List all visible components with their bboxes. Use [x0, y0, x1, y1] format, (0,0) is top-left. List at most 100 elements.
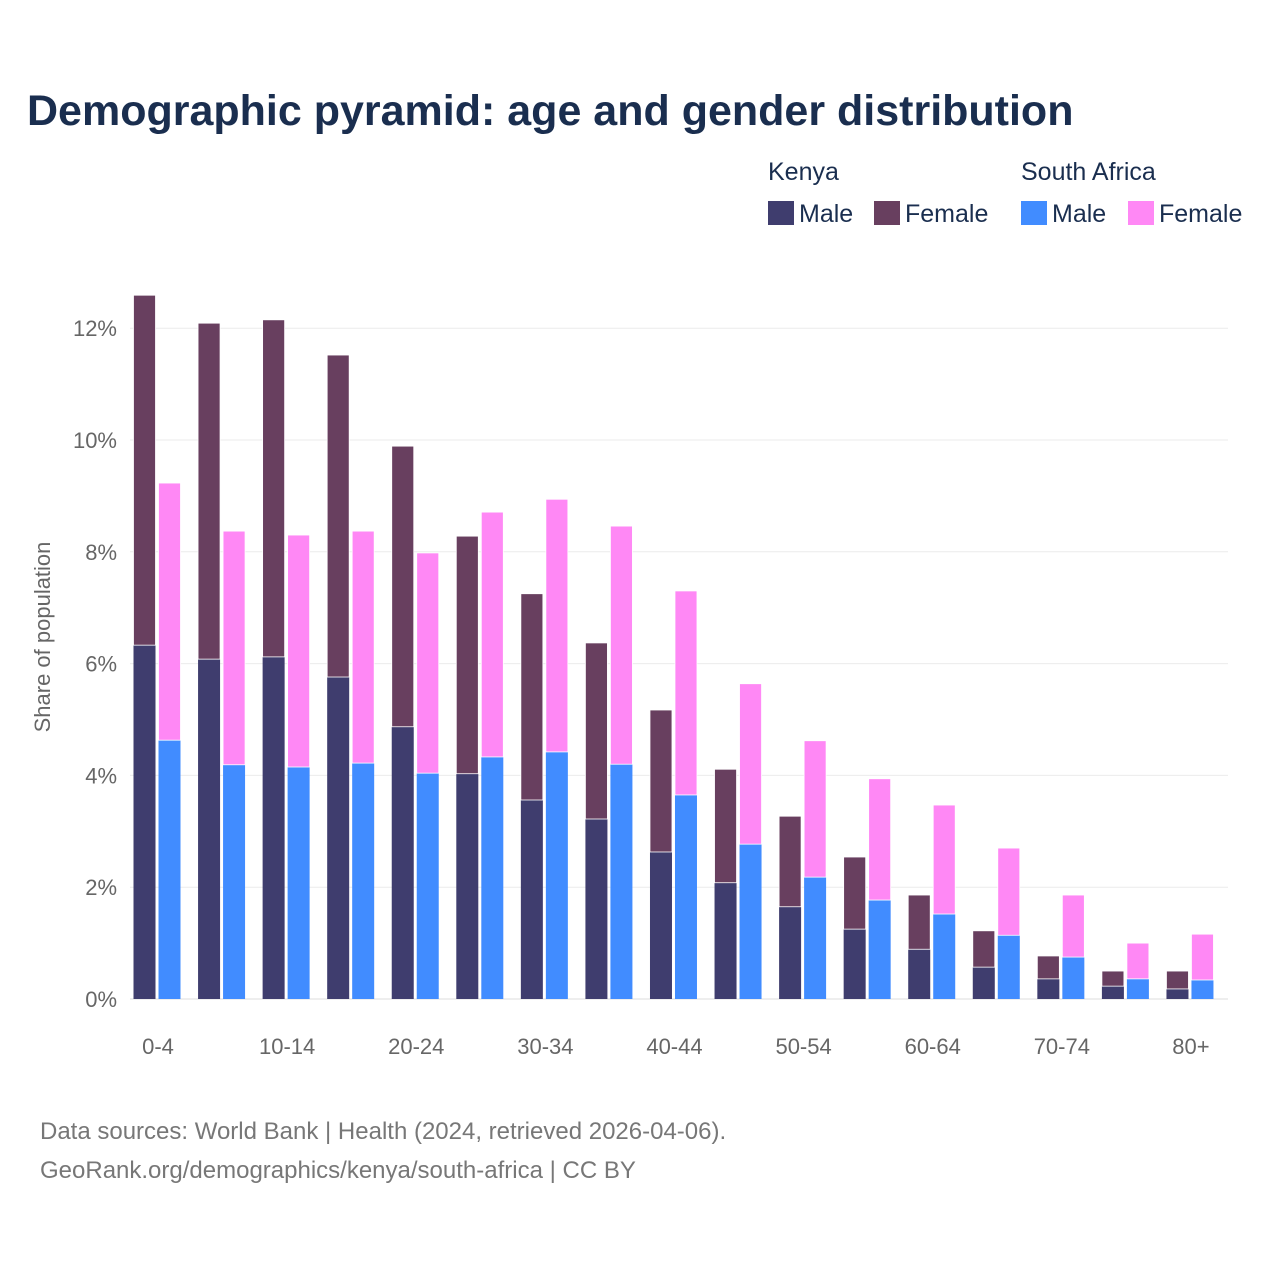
bar-south-africa-female-30-34 [545, 498, 569, 753]
x-tick-label: 50-54 [775, 1034, 831, 1059]
x-tick-label: 40-44 [646, 1034, 702, 1059]
bar-kenya-male-45-49 [714, 882, 737, 999]
bar-south-africa-male-55-59 [868, 900, 891, 999]
bar-kenya-male-65-69 [972, 967, 995, 999]
y-tick-label: 2% [85, 875, 117, 900]
bar-kenya-female-20-24 [391, 445, 415, 728]
legend-swatch-kenya-female [874, 201, 900, 225]
legend-group-kenya: Kenya [768, 158, 839, 186]
bar-kenya-female-40-44 [649, 709, 673, 853]
bar-kenya-female-60-64 [907, 894, 931, 950]
y-tick-label: 6% [85, 652, 117, 677]
bar-kenya-male-10-14 [262, 656, 285, 999]
legend-label-kenya-female: Female [905, 200, 988, 228]
bar-south-africa-male-10-14 [287, 767, 310, 999]
x-ticks: 0-4 10-14 20-24 30-34 40-44 50-54 60-64 70-74 80… [142, 1034, 1210, 1059]
bar-kenya-female-45-49 [714, 768, 737, 884]
chart-title: Demographic pyramid: age and gender dist… [27, 87, 1073, 135]
bar-south-africa-male-5-9 [223, 764, 246, 999]
bar-kenya-male-20-24 [391, 726, 414, 999]
bar-south-africa-female-65-69 [997, 847, 1021, 936]
bar-south-africa-female-25-29 [480, 511, 504, 758]
y-tick-label: 8% [85, 540, 117, 565]
bar-kenya-female-70-74 [1036, 955, 1060, 980]
y-tick-label: 4% [85, 763, 117, 788]
x-tick-label: 10-14 [259, 1034, 315, 1059]
bar-kenya-male-25-29 [456, 773, 479, 999]
bar-south-africa-male-65-69 [997, 935, 1020, 999]
y-axis-label: Share of population [30, 542, 55, 733]
bar-kenya-male-0-4 [133, 645, 156, 999]
bar-kenya-female-15-19 [326, 354, 350, 678]
legend-swatch-kenya-male [768, 201, 794, 225]
bar-south-africa-female-15-19 [351, 530, 375, 764]
legend-label-sa-female: Female [1159, 200, 1242, 228]
source-line-2: GeoRank.org/demographics/kenya/south-afr… [40, 1157, 636, 1184]
source-line-1: Data sources: World Bank | Health (2024,… [40, 1118, 726, 1145]
bar-kenya-female-75-79 [1101, 970, 1125, 987]
legend-group-south-africa: South Africa [1021, 158, 1156, 186]
y-tick-label: 12% [73, 316, 117, 341]
legend-label-kenya-male: Male [799, 200, 853, 228]
bar-kenya-male-15-19 [327, 677, 350, 999]
x-tick-label: 30-34 [517, 1034, 573, 1059]
bar-south-africa-female-20-24 [416, 552, 440, 774]
bar-kenya-female-0-4 [133, 294, 156, 646]
bar-kenya-female-55-59 [843, 856, 867, 930]
bar-kenya-female-80+ [1166, 970, 1189, 990]
bar-kenya-male-60-64 [908, 949, 931, 999]
bar-kenya-male-80+ [1166, 988, 1189, 999]
legend-swatch-sa-female [1128, 201, 1154, 225]
bar-kenya-female-50-54 [778, 815, 802, 908]
bar-kenya-male-30-34 [520, 799, 543, 999]
bar-south-africa-male-20-24 [416, 773, 439, 999]
bar-south-africa-male-25-29 [481, 756, 504, 999]
bar-south-africa-male-60-64 [933, 914, 956, 999]
bar-south-africa-female-55-59 [868, 778, 892, 901]
bar-kenya-female-30-34 [520, 593, 544, 801]
bar-kenya-male-40-44 [649, 851, 672, 999]
bar-kenya-male-70-74 [1037, 978, 1060, 999]
bar-kenya-male-5-9 [198, 659, 221, 999]
bar-south-africa-male-15-19 [352, 763, 375, 999]
bar-south-africa-female-80+ [1191, 933, 1214, 981]
x-tick-label: 60-64 [905, 1034, 961, 1059]
bar-south-africa-male-30-34 [545, 751, 568, 999]
bars [133, 294, 1214, 999]
bar-south-africa-female-60-64 [932, 804, 956, 915]
x-tick-label: 20-24 [388, 1034, 444, 1059]
bar-south-africa-female-45-49 [739, 683, 762, 845]
bar-south-africa-male-45-49 [739, 844, 762, 999]
bar-south-africa-male-35-39 [610, 764, 633, 999]
bar-south-africa-female-70-74 [1061, 894, 1085, 958]
bar-kenya-male-50-54 [779, 906, 802, 999]
bar-kenya-female-10-14 [262, 319, 286, 658]
legend: Kenya Male Female South Africa Male Fema… [768, 158, 1242, 228]
bar-south-africa-male-75-79 [1126, 978, 1149, 999]
bar-kenya-female-35-39 [585, 642, 608, 820]
x-tick-label: 70-74 [1034, 1034, 1090, 1059]
bar-south-africa-male-80+ [1191, 979, 1214, 999]
y-ticks: 0% 2% 4% 6% 8% 10% 12% [73, 316, 117, 1012]
x-tick-label: 0-4 [142, 1034, 174, 1059]
legend-label-sa-male: Male [1052, 200, 1106, 228]
bar-south-africa-female-50-54 [803, 740, 827, 878]
bar-kenya-female-5-9 [197, 322, 221, 660]
legend-swatch-sa-male [1021, 201, 1047, 225]
bar-south-africa-female-5-9 [222, 530, 246, 766]
bar-kenya-male-35-39 [585, 819, 608, 999]
y-tick-label: 10% [73, 428, 117, 453]
y-tick-label: 0% [85, 987, 117, 1012]
bar-south-africa-male-0-4 [158, 740, 181, 999]
bar-south-africa-male-40-44 [674, 794, 697, 999]
bar-south-africa-female-10-14 [287, 534, 311, 768]
bar-south-africa-female-35-39 [610, 525, 633, 765]
bar-kenya-male-55-59 [843, 929, 866, 999]
bar-south-africa-female-0-4 [158, 482, 181, 741]
bar-kenya-female-25-29 [455, 535, 479, 775]
bar-kenya-male-75-79 [1101, 986, 1124, 999]
bar-kenya-female-65-69 [972, 930, 996, 968]
bar-south-africa-female-75-79 [1126, 942, 1150, 980]
bar-south-africa-female-40-44 [674, 590, 698, 796]
